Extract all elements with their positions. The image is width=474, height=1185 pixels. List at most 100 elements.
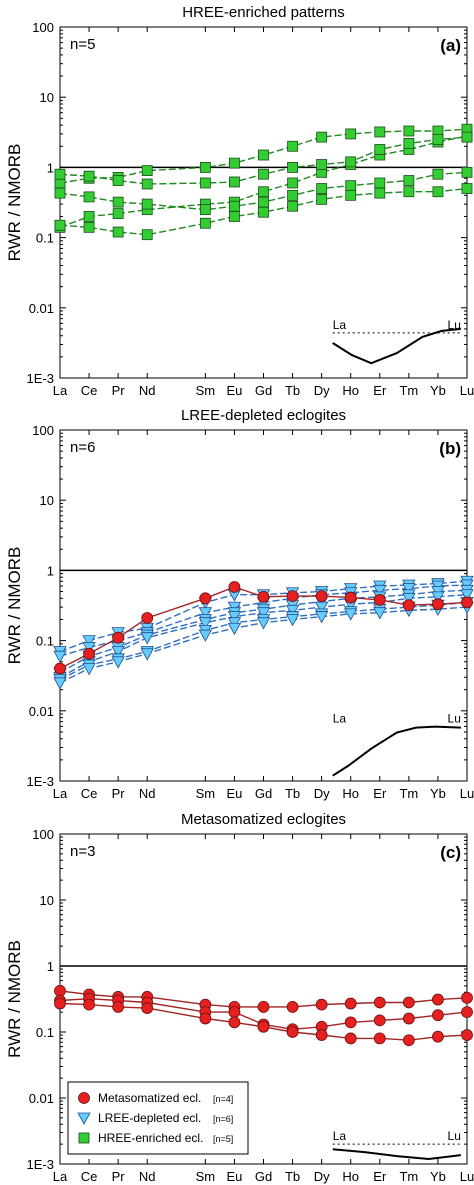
x-tick-label: Dy xyxy=(314,383,330,398)
data-point-triangle xyxy=(285,604,300,618)
y-tick-label: 0.1 xyxy=(36,1025,54,1040)
data-point-triangle xyxy=(227,622,242,636)
data-point-circle xyxy=(344,1016,357,1029)
legend-marker-circle xyxy=(78,1092,90,1104)
data-point-circle xyxy=(315,998,328,1011)
data-point-circle xyxy=(461,1006,473,1019)
data-point-circle xyxy=(432,1030,444,1043)
data-point-square xyxy=(461,166,473,178)
panel-b: LREE-depleted eclogites 1E-3 0.01 0.1 1 10 100… xyxy=(5,407,474,801)
data-point-circle xyxy=(432,993,444,1006)
series-2-markers xyxy=(54,166,473,216)
x-tick-label: La xyxy=(53,1169,68,1184)
data-point-square xyxy=(403,137,415,149)
x-tick-label: Ce xyxy=(81,1169,98,1184)
data-point-square xyxy=(112,196,124,208)
x-tick-label: Nd xyxy=(139,383,156,398)
data-point-square xyxy=(374,126,386,138)
data-point-circle xyxy=(373,1014,386,1027)
data-point-square xyxy=(199,161,211,173)
data-point-triangle xyxy=(140,648,154,661)
x-tick-label: Lu xyxy=(460,1169,474,1184)
x-tick-label: Dy xyxy=(314,786,330,801)
data-point-square xyxy=(432,168,444,180)
data-point-square xyxy=(403,186,415,198)
data-point-square xyxy=(287,177,298,189)
data-point-square xyxy=(112,175,124,186)
x-tick-label: Tm xyxy=(399,786,418,801)
inset-end-label: Lu xyxy=(448,712,461,726)
x-tick-label: Ho xyxy=(342,383,359,398)
y-tick-label: 100 xyxy=(32,827,54,842)
data-point-square xyxy=(199,217,211,229)
data-point-square xyxy=(112,208,124,219)
data-point-triangle xyxy=(140,632,154,645)
data-point-circle xyxy=(228,581,241,593)
data-point-circle xyxy=(402,1034,415,1047)
data-point-triangle xyxy=(111,646,125,659)
data-point-triangle xyxy=(256,607,271,620)
inset-pattern-curve xyxy=(332,327,462,365)
series-0-markers xyxy=(54,984,473,1013)
x-tick-label: Tm xyxy=(399,383,418,398)
data-point-square xyxy=(345,156,357,168)
data-point-circle xyxy=(83,647,95,660)
data-point-circle xyxy=(461,1029,473,1041)
data-point-square xyxy=(229,200,240,212)
data-point-triangle xyxy=(53,650,67,664)
data-point-circle xyxy=(432,1009,444,1022)
x-tick-label: Ce xyxy=(81,383,98,398)
data-point-square xyxy=(287,189,298,201)
data-point-square xyxy=(141,198,153,210)
x-tick-label: Yb xyxy=(430,1169,446,1184)
data-point-square xyxy=(83,221,95,233)
data-point-circle xyxy=(344,1032,357,1045)
data-point-square xyxy=(374,177,386,189)
data-point-triangle xyxy=(314,611,329,624)
data-point-square xyxy=(345,128,357,140)
data-point-square xyxy=(54,168,66,180)
series-2-markers xyxy=(54,997,473,1047)
data-point-triangle xyxy=(373,584,387,598)
data-point-circle xyxy=(461,596,473,609)
y-tick-label: 0.01 xyxy=(29,704,54,719)
x-tick-label: Eu xyxy=(226,383,242,398)
data-point-triangle xyxy=(227,611,242,624)
data-point-square xyxy=(316,131,328,143)
legend-label: Metasomatized ecl. xyxy=(98,1091,201,1105)
legend-marker-square xyxy=(78,1132,90,1144)
x-tick-label: Lu xyxy=(460,786,474,801)
data-point-circle xyxy=(199,592,212,605)
data-point-triangle xyxy=(373,607,387,620)
data-point-circle xyxy=(402,599,415,612)
x-tick-label: Tb xyxy=(285,786,300,801)
data-point-square xyxy=(316,183,328,194)
x-tick-label: Eu xyxy=(226,1169,242,1184)
data-point-triangle xyxy=(82,635,96,648)
data-point-circle xyxy=(402,996,415,1009)
panel-label: (c) xyxy=(440,843,461,862)
y-tick-label: 0.1 xyxy=(36,231,54,246)
x-tick-label: Ho xyxy=(342,1169,359,1184)
data-point-square xyxy=(83,191,95,203)
data-point-triangle xyxy=(82,663,96,676)
data-point-square xyxy=(229,157,240,169)
y-tick-label: 100 xyxy=(32,20,54,35)
data-point-square xyxy=(83,170,95,182)
x-tick-label: Dy xyxy=(314,1169,330,1184)
panel-label: (b) xyxy=(439,439,461,458)
y-tick-label: 100 xyxy=(32,423,54,438)
y-tick-label: 1 xyxy=(47,959,54,974)
x-tick-label: Er xyxy=(373,383,387,398)
x-tick-label: La xyxy=(53,383,68,398)
x-tick-label: La xyxy=(53,786,68,801)
chart-title: LREE-depleted eclogites xyxy=(181,407,346,424)
data-point-triangle xyxy=(402,583,416,596)
data-point-circle xyxy=(257,590,270,603)
data-point-square xyxy=(54,187,66,199)
data-point-square xyxy=(229,211,240,222)
data-point-square xyxy=(258,168,269,180)
series-4-markers xyxy=(54,131,473,190)
data-point-circle xyxy=(286,1026,299,1038)
data-point-triangle xyxy=(402,592,416,606)
